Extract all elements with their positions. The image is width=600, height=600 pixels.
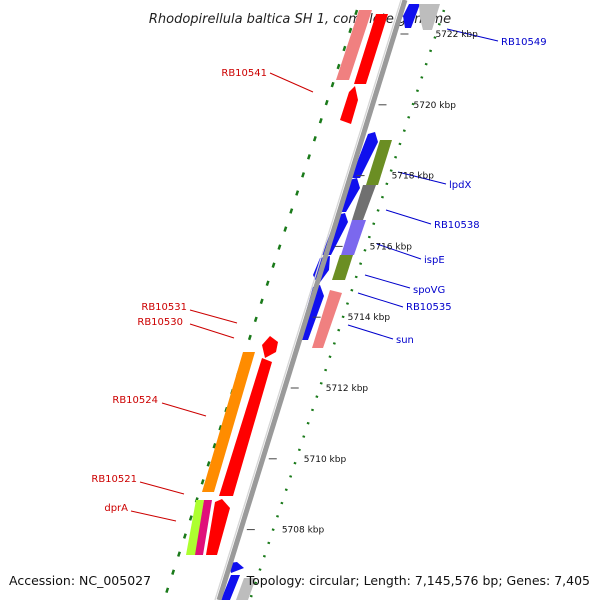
- gene-arrow: [186, 500, 204, 555]
- genome-summary-text: Topology: circular; Length: 7,145,576 bp…: [246, 573, 590, 588]
- gene-arrow: [312, 290, 342, 348]
- backbone-line: [216, 0, 408, 600]
- gene-arrow: [403, 4, 420, 28]
- scale-tick-label: 5710 kbp: [304, 455, 347, 465]
- connector-line: [130, 510, 177, 522]
- gene-arrow: [229, 562, 244, 573]
- scale-tick-label: 5716 kbp: [370, 242, 413, 252]
- gene-arrow: [366, 140, 392, 185]
- gene-arrow: [352, 185, 376, 220]
- gene-label-spovg: spoVG: [413, 285, 445, 296]
- connector-line: [446, 28, 499, 42]
- forward-gene-labels: RB10541 RB10531 RB10530 RB10524 RB10521 …: [91, 68, 267, 514]
- scale-tick-label: 5708 kbp: [282, 526, 325, 536]
- forward-strand-features: [186, 10, 388, 555]
- gene-label-rb10535: RB10535: [406, 302, 452, 313]
- gene-label-rb10521: RB10521: [91, 474, 137, 485]
- gene-label-rb10524: RB10524: [112, 395, 158, 406]
- scale-tick-label: 5720 kbp: [414, 101, 457, 111]
- gene-arrow: [336, 10, 372, 80]
- connector-line: [397, 171, 447, 185]
- connector-line: [385, 209, 432, 225]
- gene-arrow: [202, 352, 255, 492]
- gene-arrow: [340, 86, 358, 124]
- gene-arrow: [195, 500, 212, 555]
- connector-line: [161, 402, 207, 417]
- backbone-highlight: [214, 0, 402, 600]
- gene-label-lpdx: lpdX: [449, 180, 471, 191]
- accession-text: Accession: NC_005027: [9, 573, 152, 588]
- gene-arrow: [332, 255, 353, 280]
- scale-tick-label: 5718 kbp: [392, 172, 435, 182]
- gene-arrow: [262, 336, 278, 358]
- gene-label-rb10531: RB10531: [141, 302, 187, 313]
- gene-arrow: [219, 358, 272, 496]
- gene-label-rb10530: RB10530: [137, 317, 183, 328]
- gene-arrow: [351, 132, 378, 178]
- gene-arrow: [419, 4, 440, 30]
- gene-label-rb10538: RB10538: [434, 220, 480, 231]
- connector-line: [189, 323, 235, 339]
- scale-tick-label: 5714 kbp: [348, 313, 391, 323]
- scale-tick-label: 5722 kbp: [435, 30, 478, 40]
- gene-label-rb10549: RB10549: [501, 37, 547, 48]
- gene-arrow: [341, 220, 366, 255]
- gene-arrow: [236, 578, 256, 600]
- reverse-gene-labels: RB10549 lpdX RB10538 ispE spoVG RB10535 …: [396, 37, 547, 346]
- connector-line: [357, 292, 404, 308]
- connector-line: [347, 324, 394, 340]
- genome-backbone: [214, 0, 408, 600]
- gene-arrow: [221, 575, 240, 600]
- connector-line: [139, 481, 185, 495]
- connector-line: [269, 72, 314, 93]
- gene-label-ispe: ispE: [424, 255, 445, 266]
- gene-arrow: [354, 14, 388, 84]
- gene-label-sun: sun: [396, 335, 414, 346]
- scale-tick-label: 5712 kbp: [326, 384, 369, 394]
- gene-arrow: [206, 499, 230, 555]
- gene-label-rb10541: RB10541: [221, 68, 267, 79]
- connector-line: [189, 309, 238, 324]
- connector-line: [376, 243, 422, 260]
- scale-ticks: 5722 kbp 5720 kbp 5718 kbp 5716 kbp 5714 kbp…: [246, 30, 478, 536]
- label-connectors: [130, 28, 499, 522]
- gene-label-dpra: dprA: [104, 503, 128, 514]
- connector-line: [364, 274, 411, 289]
